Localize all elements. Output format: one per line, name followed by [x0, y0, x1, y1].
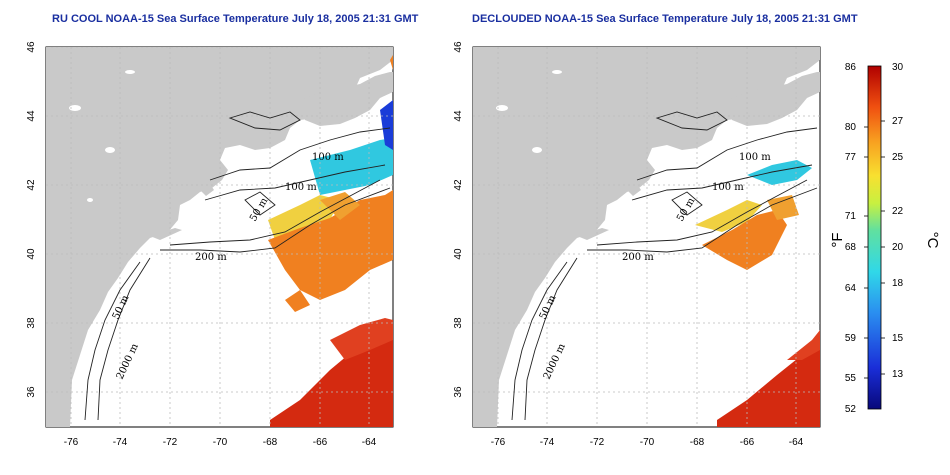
lakes: [69, 70, 135, 202]
lon-tick: -72: [163, 437, 178, 448]
contour-label: 100 m: [739, 152, 771, 163]
land: [473, 47, 820, 427]
long-island: [577, 228, 609, 240]
lat-tick: 40: [26, 248, 37, 260]
long-island: [150, 228, 182, 240]
c-tick: 22: [892, 206, 904, 217]
f-tick: 68: [845, 242, 857, 253]
map-left: RU COOL NOAA-15 Sea Surface Temperature …: [26, 13, 419, 448]
lon-tick: -70: [640, 437, 655, 448]
map-title: DECLOUDED NOAA-15 Sea Surface Temperatur…: [472, 13, 858, 25]
sst-patches: [268, 55, 393, 427]
c-tick: 13: [892, 369, 904, 380]
f-tick: 80: [845, 122, 857, 133]
grid: [473, 47, 820, 427]
land: [46, 47, 393, 427]
contour-label: 100 m: [285, 182, 317, 193]
c-tick: 18: [892, 278, 904, 289]
map-title: RU COOL NOAA-15 Sea Surface Temperature …: [52, 13, 419, 25]
lon-tick: -64: [789, 437, 804, 448]
lat-tick: 44: [453, 110, 464, 122]
lat-tick: 46: [26, 41, 37, 53]
contour-label: 200 m: [622, 252, 654, 263]
lat-tick: 42: [26, 179, 37, 191]
c-tick: 25: [892, 152, 904, 163]
lon-axis: -76 -74 -72 -70 -68 -66 -64: [64, 437, 377, 448]
contour-label: 200 m: [195, 252, 227, 263]
lat-tick: 42: [453, 179, 464, 191]
nova-scotia: [300, 72, 393, 126]
c-tick: 15: [892, 333, 904, 344]
cape-cod: [200, 184, 214, 196]
f-tick: 77: [845, 152, 857, 163]
lat-tick: 38: [453, 317, 464, 329]
map-right: DECLOUDED NOAA-15 Sea Surface Temperatur…: [453, 13, 858, 448]
lat-axis: 46 44 42 40 38 36: [453, 41, 464, 398]
fahrenheit-scale: 86 80 77 71 68 64 59 55 52: [845, 62, 857, 415]
lon-tick: -68: [690, 437, 705, 448]
contour-label: 100 m: [312, 152, 344, 163]
lon-tick: -66: [740, 437, 755, 448]
lon-tick: -66: [313, 437, 328, 448]
lat-tick: 38: [26, 317, 37, 329]
lat-tick: 36: [26, 386, 37, 398]
lon-tick: -76: [64, 437, 79, 448]
f-tick: 59: [845, 333, 857, 344]
grid: [46, 47, 393, 427]
nova-scotia: [727, 72, 820, 126]
lon-tick: -68: [263, 437, 278, 448]
lon-tick: -72: [590, 437, 605, 448]
lakes: [496, 70, 562, 153]
f-tick-marks: [864, 126, 868, 379]
lat-tick: 44: [26, 110, 37, 122]
f-tick: 64: [845, 283, 857, 294]
contours: [511, 111, 818, 421]
colorbar: 86 80 77 71 68 64 59 55 52 30 27 25 22 2…: [829, 62, 941, 415]
unit-fahrenheit: °F: [829, 232, 846, 247]
c-tick: 30: [892, 62, 904, 73]
lon-tick: -76: [491, 437, 506, 448]
lon-tick: -64: [362, 437, 377, 448]
contour-label: 100 m: [712, 182, 744, 193]
f-tick: 55: [845, 373, 857, 384]
colorbar-ramp: [867, 65, 882, 410]
unit-celsius: °C: [924, 232, 941, 249]
c-tick-marks: [881, 120, 885, 375]
c-tick: 20: [892, 242, 904, 253]
f-tick: 86: [845, 62, 857, 73]
lat-axis: 46 44 42 40 38 36: [26, 41, 37, 398]
lon-tick: -70: [213, 437, 228, 448]
lon-axis: -76 -74 -72 -70 -68 -66 -64: [491, 437, 804, 448]
lat-tick: 40: [453, 248, 464, 260]
celsius-scale: 30 27 25 22 20 18 15 13: [892, 62, 904, 380]
c-tick: 27: [892, 116, 904, 127]
lat-tick: 46: [453, 41, 464, 53]
lon-tick: -74: [113, 437, 128, 448]
f-tick: 52: [845, 404, 857, 415]
lat-tick: 36: [453, 386, 464, 398]
sst-patches: [695, 160, 820, 427]
cape-cod: [627, 184, 641, 196]
contours: [84, 111, 391, 421]
f-tick: 71: [845, 211, 857, 222]
lon-tick: -74: [540, 437, 555, 448]
